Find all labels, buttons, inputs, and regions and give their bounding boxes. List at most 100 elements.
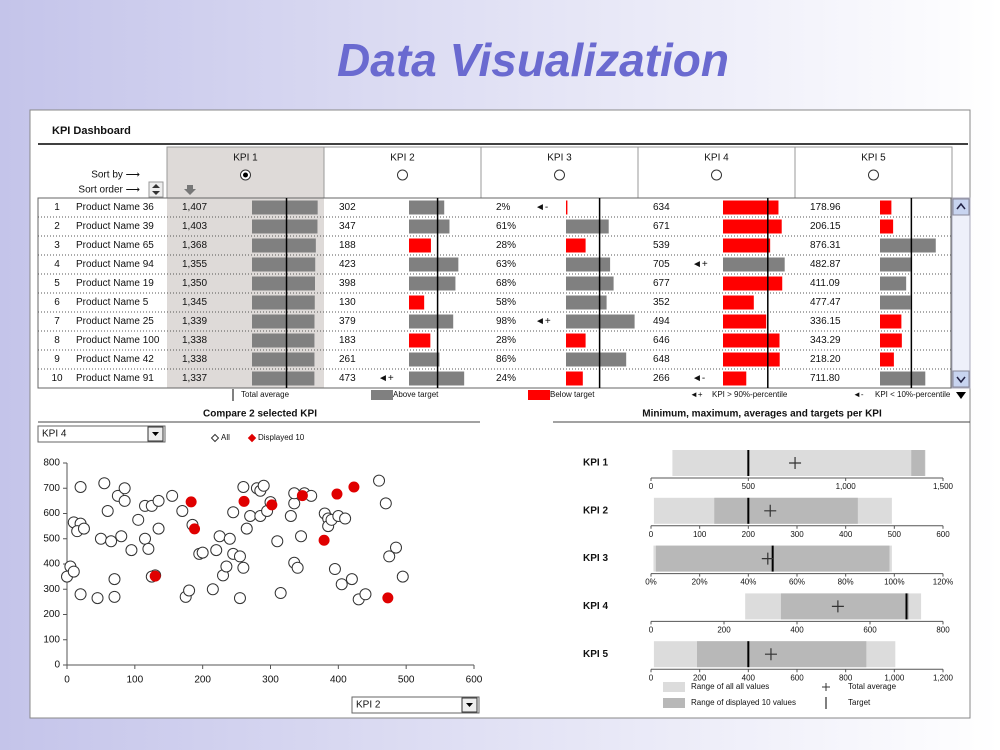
legend-cross [822, 683, 830, 691]
scatter-point [296, 490, 308, 502]
kpi-value: 1,355 [182, 259, 207, 270]
more-indicator [956, 392, 966, 399]
scrollbar[interactable] [951, 197, 971, 389]
kpi-bar [880, 200, 892, 215]
scatter-point [118, 482, 131, 495]
bullet-legend-label: Target [848, 698, 871, 707]
scroll-up[interactable] [952, 198, 970, 216]
scatter-point [206, 583, 219, 596]
scatter-point [196, 546, 209, 559]
average-cross [789, 457, 802, 469]
kpi-value: 1,338 [182, 335, 207, 346]
kpi-header-label: KPI 2 [390, 153, 415, 164]
average-cross [764, 504, 777, 517]
bullet-tick-label: 400 [839, 530, 853, 539]
scatter-point [213, 530, 226, 543]
kpi-value: 347 [339, 221, 356, 232]
kpi-bar [723, 295, 754, 310]
scatter-point [166, 489, 179, 502]
displayed-range [696, 641, 867, 668]
scatter-point [339, 512, 352, 525]
kpi-bar [409, 295, 425, 310]
bullet-tick-label: 0 [649, 482, 654, 491]
rank: 7 [54, 316, 60, 327]
kpi-radio[interactable] [397, 169, 408, 181]
bullet-tick-label: 1,500 [933, 482, 954, 491]
scatter-title: Compare 2 selected KPI [203, 409, 317, 420]
kpi-radio[interactable] [711, 169, 722, 181]
legend-marker [210, 433, 220, 443]
scatter-point [348, 481, 360, 493]
scatter-point [335, 578, 348, 591]
average-cross [831, 600, 844, 613]
kpi-value: 188 [339, 240, 356, 251]
bullet-label: KPI 1 [583, 458, 608, 469]
kpi-value: 1,338 [182, 354, 207, 365]
kpi-header-label: KPI 4 [704, 153, 729, 164]
bullet-tick-label: 200 [742, 530, 756, 539]
scatter-point [233, 550, 246, 563]
scatter-point [185, 496, 197, 508]
scroll-down-icon [956, 376, 966, 384]
kpi-bar [723, 238, 771, 253]
kpi-value: 398 [339, 278, 356, 289]
bullet-tick-label: 60% [789, 578, 805, 587]
scatter-point [237, 561, 250, 574]
legend-displayed [663, 698, 685, 708]
kpi-value: 473 [339, 373, 356, 384]
kpi-bar [723, 314, 767, 329]
bullet-tick-label: 600 [790, 673, 804, 682]
kpi-value: 1,403 [182, 221, 207, 232]
x-tick-label: 300 [262, 675, 279, 686]
scatter-point [176, 504, 189, 517]
sort-spinner[interactable] [148, 181, 164, 198]
scatter-point [271, 535, 284, 548]
kpi-bar [566, 295, 607, 310]
kpi-bar [252, 371, 315, 386]
kpi-value: 343.29 [810, 335, 841, 346]
scatter-point [74, 480, 87, 493]
bullet-legend-label: Total average [848, 682, 897, 691]
bullet-tick-label: 1,000 [836, 482, 857, 491]
kpi-bar [409, 219, 450, 234]
kpi-value: 876.31 [810, 240, 841, 251]
kpi-bar [409, 276, 456, 291]
dropdown[interactable] [351, 696, 480, 714]
kpi-radio[interactable] [868, 169, 879, 181]
scatter-point [288, 497, 301, 510]
rank: 10 [51, 373, 63, 384]
legend-above [371, 390, 393, 400]
product-name: Product Name 25 [76, 316, 154, 327]
kpi-bar [252, 238, 316, 253]
y-tick-label: 400 [43, 559, 60, 570]
kpi-value: 705 [653, 259, 670, 270]
scatter-point [223, 532, 236, 545]
scatter-point [183, 584, 196, 597]
rank: 8 [54, 335, 60, 346]
kpi-value: 302 [339, 202, 356, 213]
kpi-value: 1,345 [182, 297, 207, 308]
scatter-point [331, 488, 343, 500]
dashboard-title: KPI Dashboard [52, 125, 131, 137]
table-legend-label: Below target [550, 390, 595, 399]
product-name: Product Name 100 [76, 335, 160, 346]
product-name: Product Name 36 [76, 202, 154, 213]
kpi-bar [566, 238, 586, 253]
scatter-point [132, 513, 145, 526]
table-legend-label: KPI < 10%-percentile [875, 390, 951, 399]
kpi-value: 266 [653, 373, 670, 384]
scatter-point [139, 532, 152, 545]
dropdown[interactable] [37, 425, 166, 443]
kpi-bar [566, 333, 586, 348]
kpi-header-label: KPI 5 [861, 153, 886, 164]
bullet-tick-label: 120% [933, 578, 953, 587]
y-tick-label: 800 [43, 458, 60, 469]
rank: 9 [54, 354, 60, 365]
kpi-value: 218.20 [810, 354, 841, 365]
scatter-point [257, 479, 270, 492]
kpi-radio[interactable] [554, 169, 565, 181]
percentile-flag: ◄- [535, 202, 548, 213]
scroll-down[interactable] [952, 370, 970, 388]
kpi-value: 28% [496, 335, 516, 346]
kpi-bar [723, 352, 780, 367]
